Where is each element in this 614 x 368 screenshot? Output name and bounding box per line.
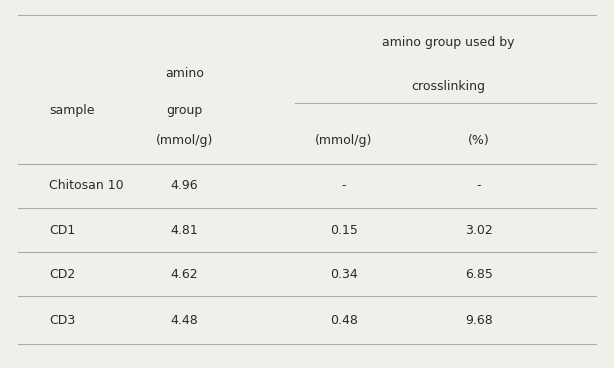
- Text: 4.96: 4.96: [171, 179, 198, 192]
- Text: crosslinking: crosslinking: [411, 80, 485, 93]
- Text: 6.85: 6.85: [465, 268, 493, 281]
- Text: 0.15: 0.15: [330, 223, 358, 237]
- Text: Chitosan 10: Chitosan 10: [49, 179, 124, 192]
- Text: (mmol/g): (mmol/g): [155, 134, 213, 148]
- Text: amino: amino: [165, 67, 204, 80]
- Text: CD3: CD3: [49, 314, 76, 327]
- Text: amino group used by: amino group used by: [382, 36, 515, 49]
- Text: 9.68: 9.68: [465, 314, 493, 327]
- Text: 3.02: 3.02: [465, 223, 493, 237]
- Text: CD2: CD2: [49, 268, 76, 281]
- Text: 4.81: 4.81: [170, 223, 198, 237]
- Text: CD1: CD1: [49, 223, 76, 237]
- Text: 4.62: 4.62: [171, 268, 198, 281]
- Text: group: group: [166, 104, 203, 117]
- Text: -: -: [341, 179, 346, 192]
- Text: 4.48: 4.48: [170, 314, 198, 327]
- Text: (mmol/g): (mmol/g): [315, 134, 373, 148]
- Text: 0.34: 0.34: [330, 268, 358, 281]
- Text: 0.48: 0.48: [330, 314, 358, 327]
- Text: sample: sample: [49, 104, 95, 117]
- Text: (%): (%): [468, 134, 490, 148]
- Text: -: -: [476, 179, 481, 192]
